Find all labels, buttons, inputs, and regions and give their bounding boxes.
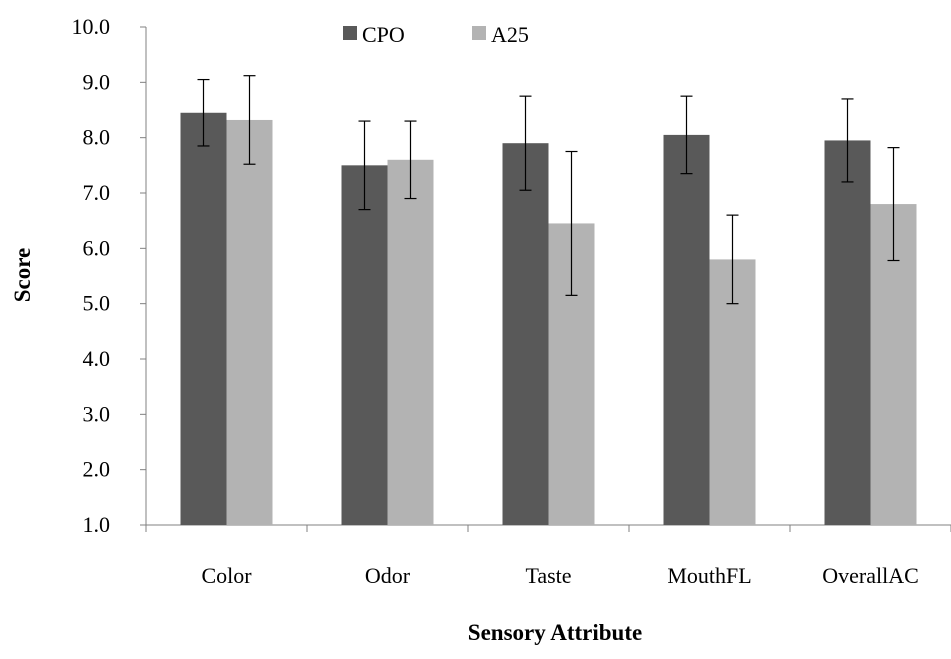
bar-cpo	[663, 134, 710, 525]
bar-a25	[387, 159, 434, 526]
y-tick-label: 2.0	[83, 457, 111, 482]
legend-swatch-cpo	[343, 26, 357, 40]
bar-cpo	[502, 143, 549, 525]
y-tick-label: 5.0	[83, 291, 111, 316]
y-tick-label: 1.0	[83, 512, 111, 537]
y-tick-label: 10.0	[72, 14, 111, 39]
legend-swatch-a25	[472, 26, 486, 40]
bars	[180, 112, 917, 526]
y-axis-title: Score	[10, 248, 35, 303]
axes	[140, 26, 951, 532]
y-tick-label: 4.0	[83, 346, 111, 371]
x-category-label: Taste	[525, 563, 571, 588]
legend-label-cpo: CPO	[362, 22, 405, 47]
bar-a25	[226, 119, 273, 526]
bar-cpo	[341, 165, 388, 526]
y-tick-label: 8.0	[83, 125, 111, 150]
error-bars	[197, 75, 900, 305]
x-category-label: OverallAC	[822, 563, 919, 588]
legend-label-a25: A25	[491, 22, 529, 47]
x-axis-title: Sensory Attribute	[468, 620, 642, 645]
x-category-label: Color	[201, 563, 252, 588]
y-tick-label: 6.0	[83, 235, 111, 260]
bar-cpo	[180, 112, 227, 526]
y-tick-label: 9.0	[83, 69, 111, 94]
y-tick-label: 7.0	[83, 180, 111, 205]
x-category-labels: Color Odor Taste MouthFL OverallAC	[201, 563, 918, 588]
bar-cpo	[824, 140, 871, 525]
y-tick-labels: 1.0 2.0 3.0 4.0 5.0 6.0 7.0 8.0 9.0 10.0	[72, 14, 111, 537]
x-category-label: Odor	[365, 563, 411, 588]
legend: CPO A25	[343, 22, 529, 47]
y-tick-label: 3.0	[83, 401, 111, 426]
x-category-label: MouthFL	[667, 563, 751, 588]
